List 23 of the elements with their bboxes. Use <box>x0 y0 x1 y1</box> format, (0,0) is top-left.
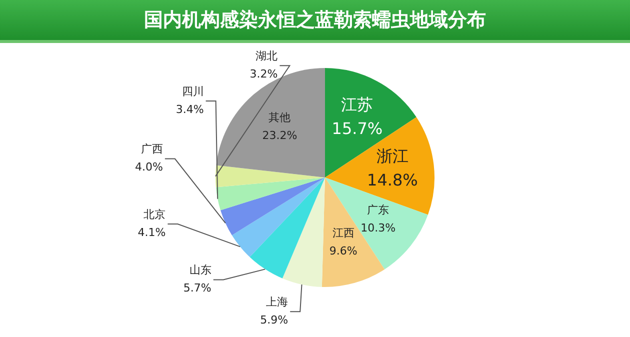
data-label: 3.2% <box>250 68 278 81</box>
slice-label: 湖北 <box>256 50 278 63</box>
slice-label: 江苏 <box>341 94 374 114</box>
data-label: 14.8% <box>367 170 418 190</box>
slice-label: 江西 <box>332 226 354 240</box>
data-label: 4.0% <box>134 160 163 174</box>
data-label: 5.9% <box>260 313 288 326</box>
chart-title: 国内机构感染永恒之蓝勒索蠕虫地域分布 <box>0 0 630 40</box>
slice-label: 上海 <box>266 295 288 308</box>
data-label: 10.3% <box>360 222 396 235</box>
data-label: 3.4% <box>176 102 204 116</box>
data-label: 15.7% <box>332 118 383 138</box>
slice-label: 广东 <box>367 204 390 217</box>
data-label: 5.7% <box>183 282 212 295</box>
slice-label: 四川 <box>182 84 204 98</box>
slice-label: 山东 <box>189 264 212 277</box>
slice-label: 其他 <box>268 110 291 124</box>
data-label: 23.2% <box>262 128 298 142</box>
data-label: 9.6% <box>329 244 358 258</box>
slice-label: 浙江 <box>376 146 408 166</box>
slice-label: 北京 <box>144 208 166 221</box>
slice-label: 广西 <box>140 142 163 156</box>
data-label: 4.1% <box>138 226 166 239</box>
